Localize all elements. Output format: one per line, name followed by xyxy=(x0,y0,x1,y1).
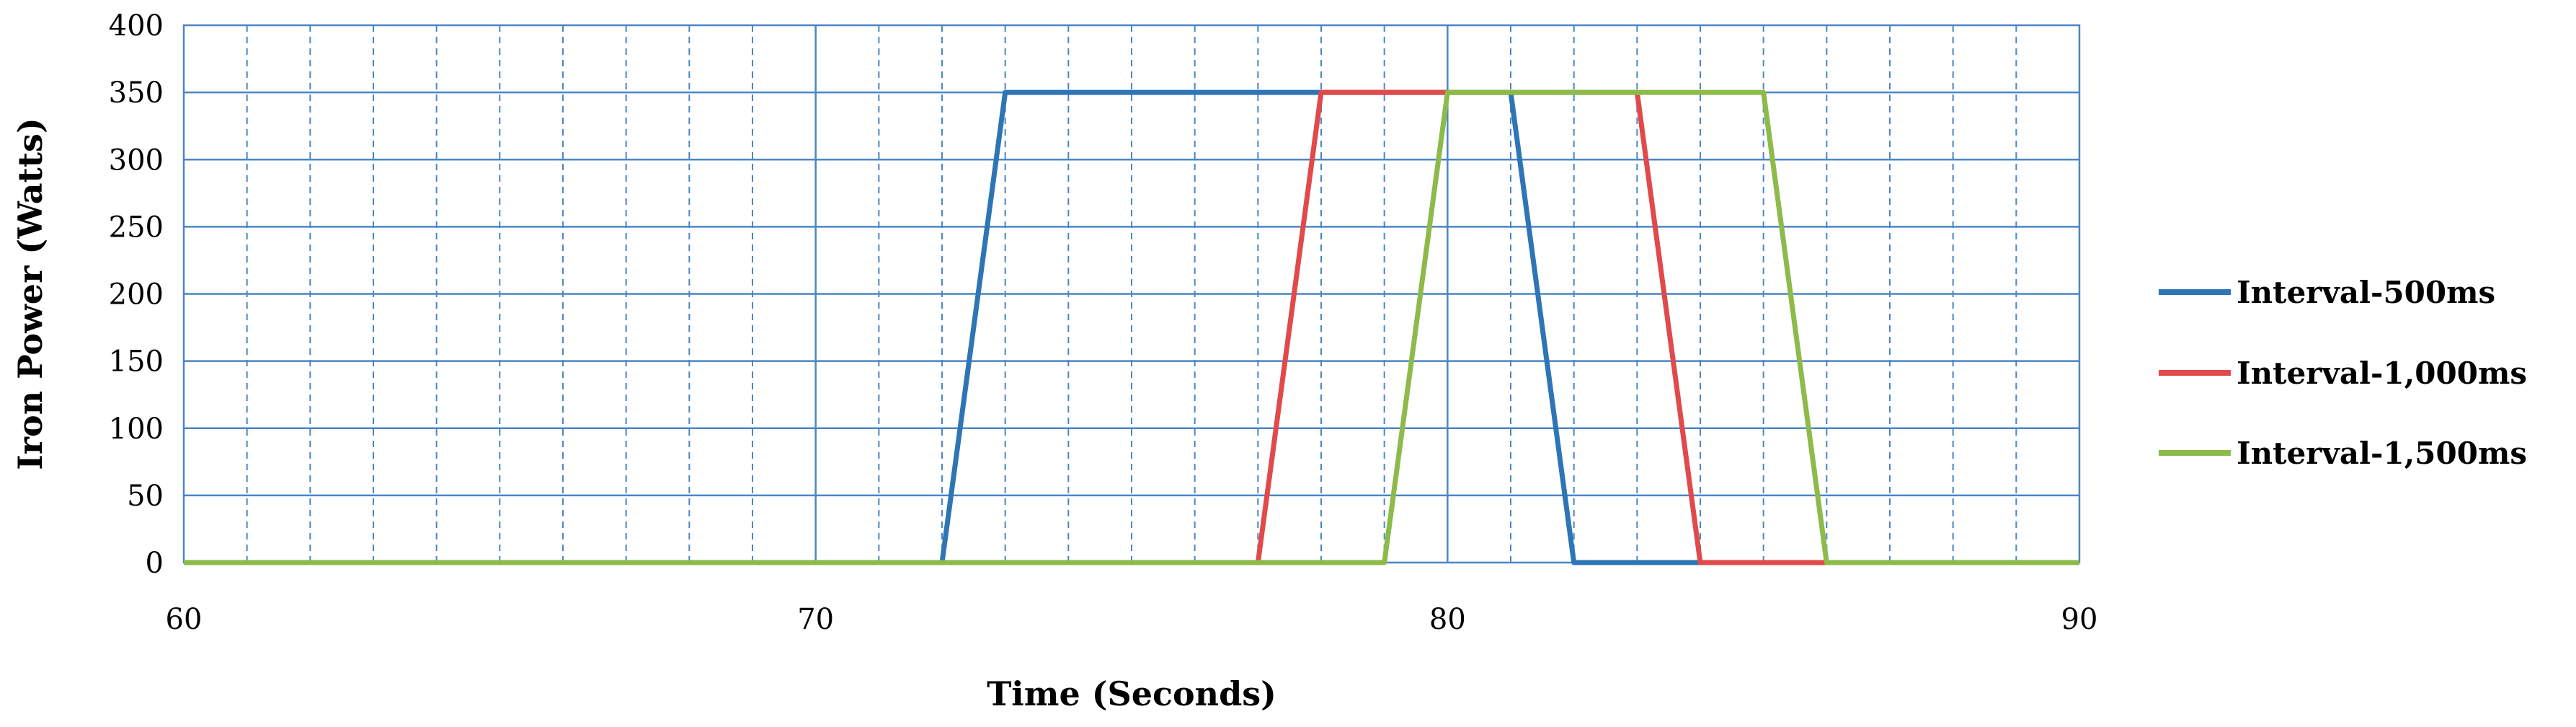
series-lines xyxy=(184,89,2079,565)
y-tick-label: 100 xyxy=(109,413,164,446)
legend: Interval-500ms Interval-1,000ms Interval-1… xyxy=(2159,275,2527,471)
x-tick-label: 70 xyxy=(797,603,834,636)
y-tick-label: 150 xyxy=(109,345,164,379)
y-axis-tick-labels: 0 50 100 150 200 250 300 350 400 xyxy=(109,9,164,580)
y-tick-label: 0 xyxy=(146,547,164,580)
series-line-3 xyxy=(184,89,2079,565)
legend-label-1: Interval-500ms xyxy=(2237,275,2495,310)
y-axis-title: Iron Power (Watts) xyxy=(11,118,50,470)
y-tick-label: 50 xyxy=(127,480,164,513)
x-axis-tick-labels: 60 70 80 90 xyxy=(166,603,2098,636)
y-tick-label: 200 xyxy=(109,278,164,312)
legend-label-3: Interval-1,500ms xyxy=(2237,436,2527,471)
x-tick-label: 60 xyxy=(166,603,203,636)
y-tick-label: 300 xyxy=(109,144,164,177)
x-tick-label: 80 xyxy=(1429,603,1466,636)
y-tick-label: 350 xyxy=(109,76,164,110)
x-axis-title: Time (Seconds) xyxy=(987,674,1276,713)
y-tick-label: 250 xyxy=(109,211,164,244)
legend-label-2: Interval-1,000ms xyxy=(2237,356,2527,391)
x-tick-label: 90 xyxy=(2061,603,2098,636)
y-tick-label: 400 xyxy=(109,9,164,43)
